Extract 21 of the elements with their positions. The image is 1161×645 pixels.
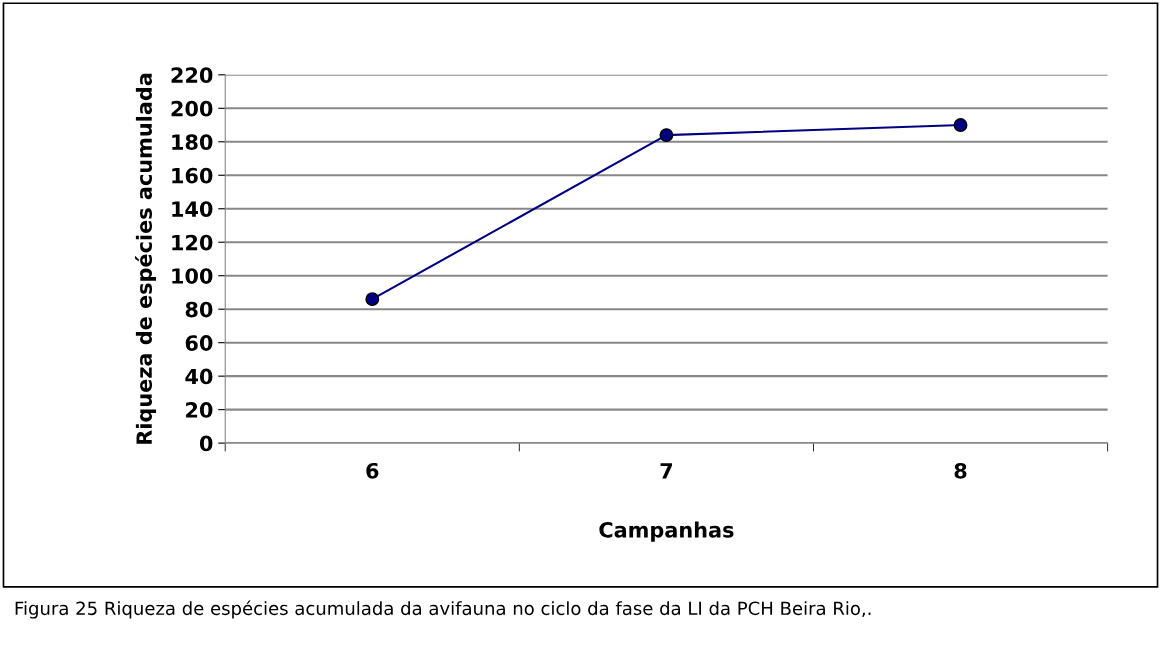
point xyxy=(953,118,968,132)
y-tick-label: 40 xyxy=(185,368,213,385)
x-axis-title: Campanhas xyxy=(599,521,734,542)
y-tick-label: 140 xyxy=(172,201,213,217)
x-tick-label: 8 xyxy=(954,462,967,479)
y-tick-label: 220 xyxy=(171,67,213,84)
point xyxy=(659,128,674,143)
x-tick-label: 7 xyxy=(660,463,672,479)
y-tick-label: 180 xyxy=(172,134,213,150)
y-tick-label: 100 xyxy=(172,268,213,284)
y-tick-label: 60 xyxy=(185,335,213,351)
y-axis-title: Riqueza de espécies acumulada xyxy=(135,73,157,444)
y-tick-label: 120 xyxy=(172,234,213,251)
point xyxy=(365,292,380,307)
y-tick-label: 80 xyxy=(185,301,213,318)
y-tick-label: 0 xyxy=(199,435,213,452)
y-tick-label: 20 xyxy=(186,402,213,418)
x-tick-label: 6 xyxy=(366,462,379,479)
text: Figura 25 Riqueza de espécies acumulada da avifauna no ciclo da fase da LI da PCH Beira Rio,. xyxy=(15,600,871,619)
y-tick-label: 200 xyxy=(171,100,213,117)
y-tick-label: 160 xyxy=(172,167,213,184)
